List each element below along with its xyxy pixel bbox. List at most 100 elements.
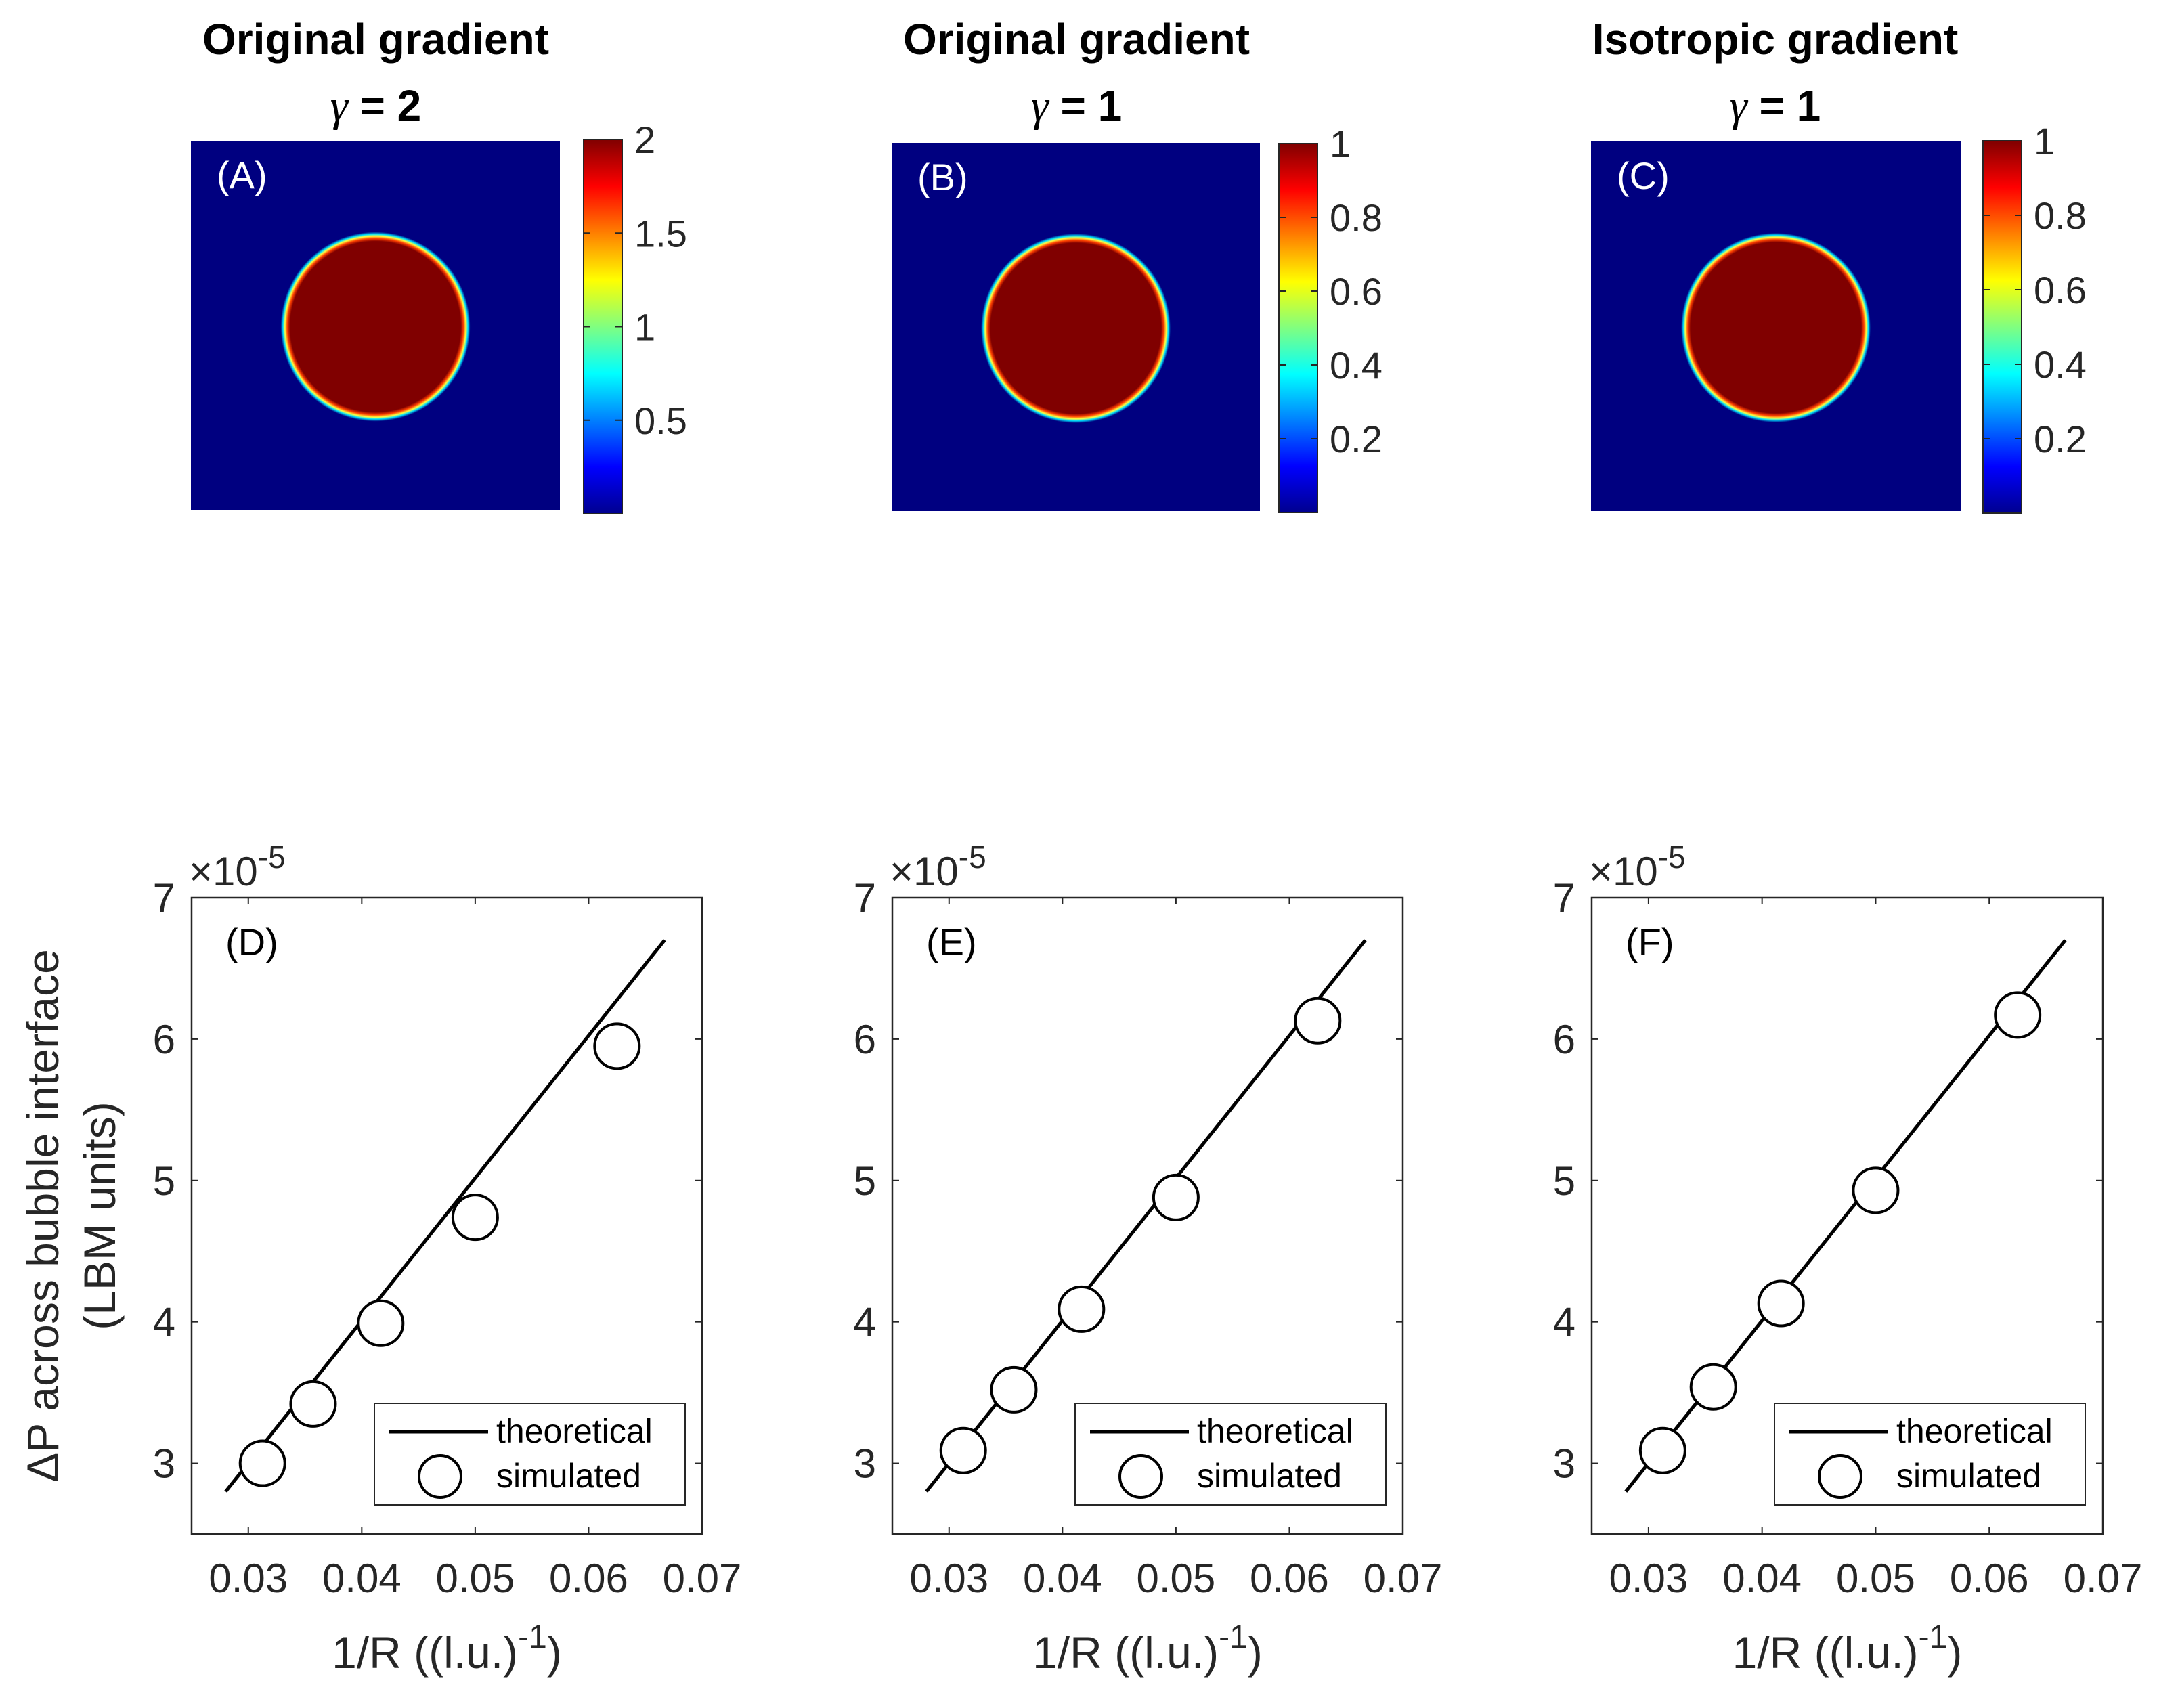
exponent-power: -5 — [959, 839, 986, 875]
y-tick-label: 3 — [1553, 1441, 1575, 1487]
x-tick-label: 0.06 — [1950, 1556, 2029, 1601]
y-exponent-label: ×10-5 — [1589, 839, 1686, 894]
colorbar-tick-label: 0.4 — [1330, 344, 1382, 387]
map-title: Original gradient — [202, 15, 549, 64]
exponent-base: ×10 — [890, 849, 959, 894]
y-axis-label-line2: (LBM units) — [74, 1101, 125, 1330]
bubble — [280, 232, 471, 422]
y-tick-label: 5 — [854, 1158, 876, 1204]
y-tick-label: 7 — [1553, 875, 1575, 921]
colorbar-tick-label: 0.8 — [1330, 196, 1382, 239]
legend-marker-swatch — [1118, 1454, 1163, 1499]
simulated-point — [1852, 1166, 1900, 1214]
simulated-point — [357, 1299, 405, 1347]
map-title: Isotropic gradient — [1592, 15, 1959, 64]
x-axis-label-close: ) — [547, 1627, 562, 1678]
x-tick-label: 0.04 — [1722, 1556, 1802, 1601]
simulated-point — [1689, 1363, 1737, 1411]
y-tick-label: 6 — [1553, 1017, 1575, 1062]
x-tick-label: 0.03 — [209, 1556, 288, 1601]
legend-label-simulated: simulated — [1197, 1457, 1342, 1495]
x-axis-label-close: ) — [1248, 1627, 1263, 1678]
exponent-base: ×10 — [189, 849, 258, 894]
x-tick-label: 0.04 — [322, 1556, 401, 1601]
simulated-point — [1994, 991, 2042, 1039]
map-gamma-label: γ = 2 — [330, 81, 422, 131]
y-tick-label: 4 — [1553, 1300, 1575, 1345]
colorbar-tick-label: 0.5 — [634, 399, 687, 442]
y-axis-label-line1: ΔP across bubble interface — [18, 949, 68, 1483]
colorbar-tick-label: 0.4 — [2034, 343, 2087, 386]
plot-panel-f: 3 4 5 6 7 0.03 0.04 0.05 0.06 0.07 ×10-5 (F) theoret… — [1553, 839, 2143, 1678]
plot-panel-d: 3 4 5 6 7 0.03 0.04 0.05 0.06 0.07 ×10-5 (D) theoret… — [18, 839, 741, 1678]
x-tick-label: 0.06 — [1250, 1556, 1329, 1601]
colorbar-tick-label: 1 — [1330, 123, 1351, 165]
plot-panel-e: 3 4 5 6 7 0.03 0.04 0.05 0.06 0.07 ×10-5 (E) theoret… — [854, 839, 1443, 1678]
colorbar-tick-label: 1.5 — [634, 212, 687, 255]
colorbar-tick-label: 1 — [634, 306, 655, 349]
x-tick-label: 0.07 — [2064, 1556, 2143, 1601]
x-tick-label: 0.04 — [1023, 1556, 1102, 1601]
legend-marker-swatch — [1818, 1454, 1862, 1499]
x-tick-label: 0.05 — [1836, 1556, 1915, 1601]
simulated-point — [238, 1439, 286, 1487]
colorbar-tick-label: 0.8 — [2034, 194, 2087, 237]
y-tick-label: 4 — [854, 1300, 876, 1345]
panel-label: (B) — [917, 156, 968, 198]
simulated-point — [1757, 1279, 1805, 1328]
simulated-point — [593, 1022, 641, 1070]
legend-box — [374, 1403, 686, 1506]
y-exponent-label: ×10-5 — [890, 839, 986, 894]
gamma-symbol: γ — [1730, 81, 1749, 131]
simulated-point — [1152, 1173, 1200, 1221]
colorbar-tick-label: 1 — [2034, 120, 2055, 162]
x-axis-label-sup: -1 — [1919, 1619, 1948, 1655]
x-tick-label: 0.07 — [1364, 1556, 1443, 1601]
x-tick-label: 0.03 — [1609, 1556, 1688, 1601]
y-tick-label: 4 — [153, 1300, 175, 1345]
legend-box — [1774, 1403, 2086, 1506]
exponent-power: -5 — [258, 839, 286, 875]
colorbar — [1278, 143, 1318, 513]
map-panel-c: Isotropic gradient γ = 1 (C) 0.2 0.4 0.6 0.8 1 — [1591, 15, 2087, 514]
simulated-point — [1058, 1285, 1106, 1333]
gamma-symbol: γ — [330, 81, 349, 131]
x-axis-label: 1/R ((l.u.)-1) — [332, 1619, 562, 1678]
colorbar-tick-label: 0.6 — [2034, 269, 2087, 311]
colorbar-tick-label: 2 — [634, 118, 655, 161]
colorbar — [1982, 140, 2022, 514]
legend-label-theoretical: theoretical — [496, 1412, 653, 1450]
y-tick-label: 6 — [854, 1017, 876, 1062]
gamma-value: = 1 — [1747, 81, 1821, 130]
bubble — [1681, 233, 1871, 422]
y-tick-label: 3 — [153, 1441, 175, 1487]
x-axis-label: 1/R ((l.u.)-1) — [1733, 1619, 1963, 1678]
panel-label: (F) — [1626, 921, 1674, 963]
x-axis-label-main: 1/R ((l.u.) — [1032, 1627, 1219, 1678]
x-axis-label-main: 1/R ((l.u.) — [332, 1627, 518, 1678]
simulated-point — [451, 1194, 499, 1242]
x-tick-label: 0.07 — [663, 1556, 742, 1601]
x-tick-label: 0.05 — [435, 1556, 515, 1601]
x-tick-label: 0.06 — [549, 1556, 628, 1601]
simulated-point — [1638, 1426, 1686, 1474]
gamma-value: = 2 — [348, 81, 422, 130]
map-panel-b: Original gradient γ = 1 (B) 0.2 0.4 0.6 0.8 1 — [892, 15, 1382, 513]
panel-label: (D) — [225, 921, 278, 963]
legend-marker-swatch — [418, 1454, 462, 1499]
legend-label-theoretical: theoretical — [1896, 1412, 2053, 1450]
legend-label-theoretical: theoretical — [1197, 1412, 1353, 1450]
y-tick-label: 3 — [854, 1441, 876, 1487]
exponent-base: ×10 — [1589, 849, 1658, 894]
y-tick-label: 7 — [153, 875, 175, 921]
map-title: Original gradient — [903, 15, 1250, 64]
y-tick-label: 5 — [1553, 1158, 1575, 1204]
y-tick-label: 6 — [153, 1017, 175, 1062]
x-axis-label-main: 1/R ((l.u.) — [1733, 1627, 1919, 1678]
legend-label-simulated: simulated — [496, 1457, 641, 1495]
gamma-symbol: γ — [1031, 81, 1050, 131]
simulated-point — [990, 1365, 1038, 1414]
bubble — [981, 234, 1171, 423]
